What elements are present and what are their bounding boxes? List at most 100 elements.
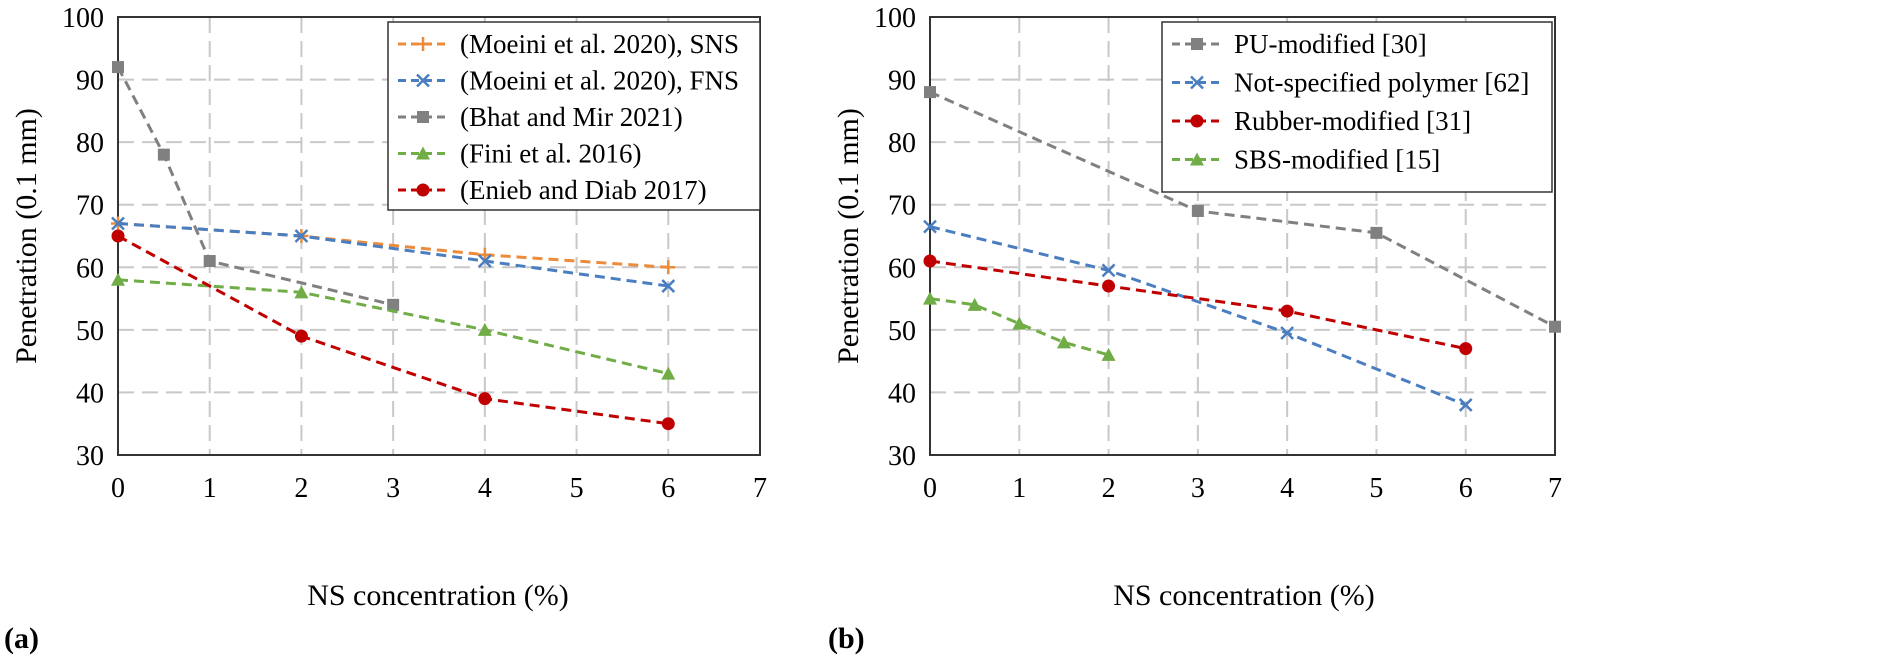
y-tick-label: 100 bbox=[874, 3, 916, 34]
x-tick-label: 1 bbox=[1012, 473, 1026, 504]
y-tick-label: 70 bbox=[888, 191, 916, 222]
panel-label: (a) bbox=[4, 622, 39, 655]
data-point bbox=[112, 61, 124, 74]
y-tick-label: 80 bbox=[888, 128, 916, 159]
y-tick-label: 60 bbox=[76, 253, 104, 284]
panel-b: 0 1 2 3 4 5 6 7 30 40 50 60 70 80 90 100 NS concentratio… bbox=[828, 3, 1562, 655]
legend-entry: (Enieb and Diab 2017) bbox=[460, 175, 707, 205]
data-point bbox=[478, 392, 492, 406]
plot-frame bbox=[929, 16, 1556, 456]
data-point bbox=[1101, 263, 1116, 278]
y-tick-label: 40 bbox=[888, 378, 916, 409]
y-tick-label: 60 bbox=[888, 253, 916, 284]
y-tick-label: 90 bbox=[888, 66, 916, 97]
x-tick-label: 7 bbox=[753, 473, 767, 504]
y-tick-label: 90 bbox=[76, 66, 104, 97]
legend-swatch-marker bbox=[1191, 38, 1203, 50]
series-line bbox=[117, 221, 669, 288]
x-tick-label: 4 bbox=[478, 473, 492, 504]
legend-entry: (Bhat and Mir 2021) bbox=[460, 102, 683, 132]
data-point bbox=[1280, 304, 1294, 318]
data-point bbox=[294, 229, 309, 243]
data-point bbox=[203, 255, 216, 268]
data-point bbox=[1370, 226, 1383, 239]
data-point bbox=[111, 229, 125, 243]
data-point bbox=[387, 298, 400, 311]
data-point bbox=[923, 254, 937, 268]
x-tick-label: 7 bbox=[1548, 473, 1562, 504]
series-line bbox=[117, 221, 669, 269]
x-tick-label: 5 bbox=[570, 473, 584, 504]
y-tick-label: 50 bbox=[76, 316, 104, 347]
data-point bbox=[1191, 204, 1204, 217]
x-axis-title: NS concentration (%) bbox=[1113, 579, 1375, 612]
x-tick-label: 1 bbox=[203, 473, 217, 504]
x-tick-label: 0 bbox=[923, 473, 937, 504]
legend-swatch-marker bbox=[416, 146, 430, 160]
series-3 bbox=[923, 254, 1473, 356]
data-point bbox=[923, 219, 937, 234]
legend-swatch-marker bbox=[416, 37, 430, 51]
data-point bbox=[1458, 398, 1473, 412]
y-axis-title: Penetration (0.1 mm) bbox=[10, 108, 43, 364]
legend-entry: PU-modified [30] bbox=[1234, 29, 1427, 59]
x-tick-label: 5 bbox=[1369, 473, 1383, 504]
y-tick-label: 30 bbox=[888, 441, 916, 472]
y-axis-title: Penetration (0.1 mm) bbox=[832, 108, 865, 364]
series-4 bbox=[111, 272, 676, 380]
legend-entry: (Moeini et al. 2020), FNS bbox=[460, 66, 739, 96]
data-point bbox=[477, 322, 492, 336]
legend-entry: (Fini et al. 2016) bbox=[460, 139, 641, 169]
x-tick-label: 6 bbox=[661, 473, 675, 504]
y-tick-label: 40 bbox=[76, 378, 104, 409]
series-1 bbox=[111, 216, 676, 275]
series-1 bbox=[924, 86, 1561, 333]
x-tick-label: 0 bbox=[111, 473, 125, 504]
series-4 bbox=[923, 291, 1116, 361]
series-2 bbox=[111, 216, 676, 293]
x-axis-title: NS concentration (%) bbox=[307, 579, 569, 612]
legend-box bbox=[387, 21, 761, 211]
data-point bbox=[661, 260, 676, 275]
data-point bbox=[1549, 320, 1561, 333]
panel-label: (b) bbox=[828, 622, 865, 655]
x-tick-label: 2 bbox=[294, 473, 308, 504]
data-point bbox=[1056, 335, 1071, 349]
series-5 bbox=[111, 229, 675, 431]
data-point bbox=[661, 417, 675, 431]
legend-swatch-marker bbox=[417, 111, 429, 123]
data-point bbox=[661, 279, 676, 293]
panel-a: 0 1 2 3 4 5 6 7 30 40 50 60 70 80 90 100 NS concentratio… bbox=[4, 3, 767, 655]
legend-box bbox=[1161, 21, 1553, 193]
legend-entry: SBS-modified [15] bbox=[1234, 145, 1440, 175]
series-line bbox=[117, 278, 669, 376]
legend-swatch-marker bbox=[1190, 152, 1204, 166]
series-line bbox=[929, 225, 1467, 407]
y-tick-label: 100 bbox=[62, 3, 104, 34]
data-point bbox=[1102, 279, 1116, 293]
data-point bbox=[1101, 347, 1116, 361]
data-point bbox=[111, 272, 125, 286]
x-tick-label: 4 bbox=[1280, 473, 1294, 504]
y-tick-label: 50 bbox=[888, 316, 916, 347]
x-tick-label: 3 bbox=[1191, 473, 1205, 504]
series-line bbox=[929, 259, 1467, 351]
series-2 bbox=[923, 219, 1473, 412]
series-line bbox=[117, 234, 669, 426]
legend-swatch-marker bbox=[1190, 75, 1204, 90]
data-point bbox=[1012, 316, 1027, 330]
data-point bbox=[294, 285, 309, 299]
legend: PU-modified [30] Not-specified polymer [6… bbox=[1161, 21, 1553, 193]
x-tick-label: 3 bbox=[386, 473, 400, 504]
x-tick-label: 6 bbox=[1459, 473, 1473, 504]
data-point bbox=[923, 291, 937, 305]
data-point bbox=[111, 216, 125, 231]
data-point bbox=[1459, 342, 1473, 356]
data-point bbox=[294, 329, 308, 343]
legend-entry: Rubber-modified [31] bbox=[1234, 106, 1471, 136]
series-3 bbox=[112, 61, 400, 311]
data-point bbox=[924, 86, 936, 99]
legend-entry: (Moeini et al. 2020), SNS bbox=[460, 29, 739, 59]
legend-swatch-marker bbox=[1190, 114, 1204, 128]
series-line bbox=[116, 66, 394, 307]
